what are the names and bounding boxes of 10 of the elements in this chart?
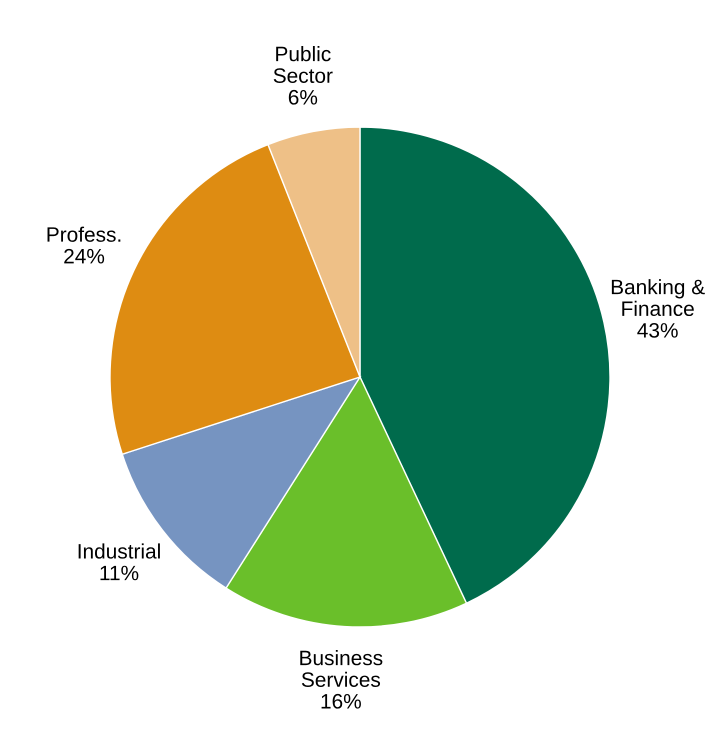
data-label: 24% <box>64 248 104 264</box>
data-label: 6% <box>288 90 318 105</box>
data-label: 43% <box>637 322 678 338</box>
data-label: 16% <box>322 694 361 709</box>
slice-label: Industrial <box>78 543 160 559</box>
slice-label: Public Sector <box>274 46 333 83</box>
data-label: 11% <box>100 566 138 580</box>
slice-label: Profess. <box>48 226 120 242</box>
slice-label: Banking & Finance <box>612 279 705 316</box>
slice-label: Business Services <box>300 650 382 687</box>
